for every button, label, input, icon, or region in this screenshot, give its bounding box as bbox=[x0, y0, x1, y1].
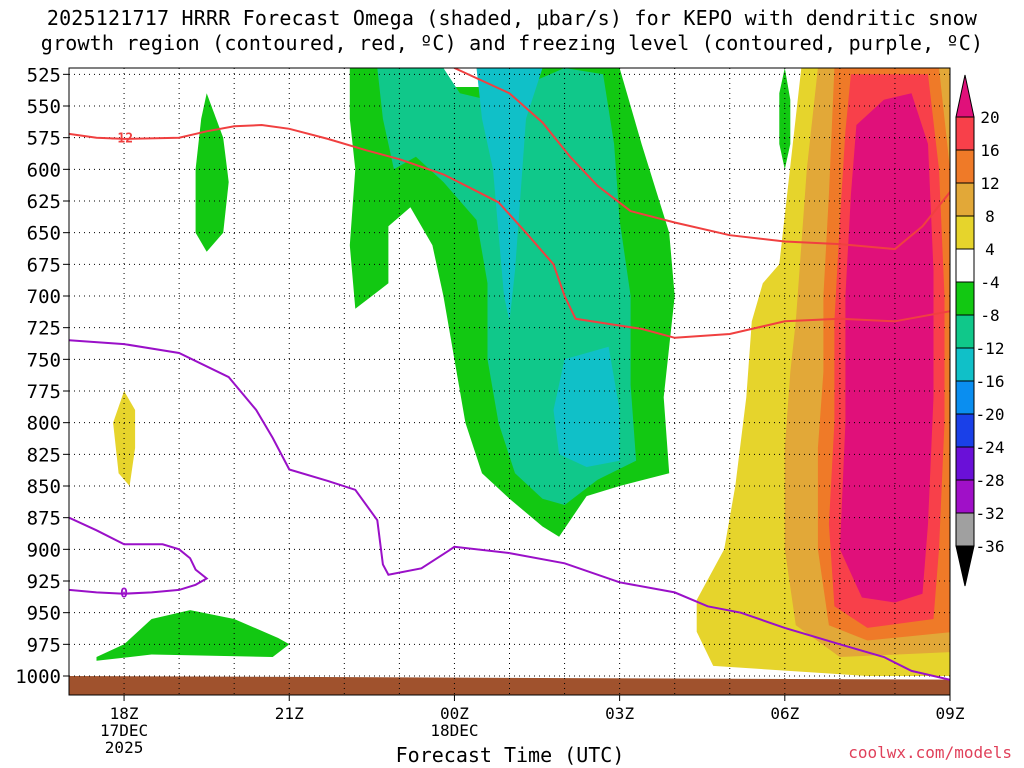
y-tick-label-900: 900 bbox=[27, 539, 61, 561]
colorbar-label-4: 4 bbox=[985, 240, 995, 259]
omega-band-minus4-lowleft bbox=[96, 610, 290, 661]
x-tick-label-09Z-0: 09Z bbox=[936, 704, 965, 723]
ground-surface bbox=[69, 676, 950, 695]
y-tick-label-625: 625 bbox=[27, 191, 61, 213]
y-tick-label-650: 650 bbox=[27, 223, 61, 245]
colorbar-band--8--4 bbox=[955, 281, 975, 316]
x-tick-label-18Z-1: 17DEC bbox=[100, 721, 148, 740]
y-tick-label-850: 850 bbox=[27, 476, 61, 498]
y-tick-label-800: 800 bbox=[27, 413, 61, 435]
omega-band-minus12 bbox=[476, 68, 543, 322]
chart-title-line-2: growth region (contoured, red, ºC) and f… bbox=[40, 31, 984, 55]
x-tick-label-00Z-0: 00Z bbox=[440, 704, 469, 723]
y-tick-label-725: 725 bbox=[27, 318, 61, 340]
colorbar-label--28: -28 bbox=[976, 471, 1005, 490]
colorbar-label-12: 12 bbox=[980, 174, 999, 193]
y-tick-label-675: 675 bbox=[27, 254, 61, 276]
x-tick-label-21Z-0: 21Z bbox=[275, 704, 304, 723]
y-tick-label-750: 750 bbox=[27, 349, 61, 371]
y-tick-label-950: 950 bbox=[27, 603, 61, 625]
colorbar-label--36: -36 bbox=[976, 537, 1005, 556]
contour-line-2 bbox=[69, 339, 950, 681]
x-tick-label-06Z-0: 06Z bbox=[770, 704, 799, 723]
y-tick-label-550: 550 bbox=[27, 96, 61, 118]
contour-line-1 bbox=[453, 68, 950, 251]
x-tick-label-00Z-1: 18DEC bbox=[430, 721, 478, 740]
contour-label-0: -12 bbox=[110, 132, 133, 147]
colorbar-label--8: -8 bbox=[980, 306, 999, 325]
omega-band-minus4-left bbox=[195, 93, 229, 252]
plot-frame bbox=[68, 67, 951, 696]
omega-band-minus12-low bbox=[553, 346, 620, 467]
colorbar-label-20: 20 bbox=[980, 108, 999, 127]
colorbar-band--24--20 bbox=[955, 413, 975, 448]
y-tick-label-875: 875 bbox=[27, 508, 61, 530]
y-tick-label-975: 975 bbox=[27, 634, 61, 656]
colorbar-label--20: -20 bbox=[976, 405, 1005, 424]
y-tick-label-700: 700 bbox=[27, 286, 61, 308]
colorbar-band--28--24 bbox=[955, 446, 975, 481]
colorbar-band--20--16 bbox=[955, 380, 975, 415]
colorbar-band-4-8 bbox=[955, 215, 975, 250]
contour-line-3 bbox=[69, 516, 209, 595]
y-tick-label-775: 775 bbox=[27, 381, 61, 403]
y-tick-label-525: 525 bbox=[27, 64, 61, 86]
x-axis-title-text: Forecast Time (UTC) bbox=[395, 743, 625, 767]
colorbar-band--12--8 bbox=[955, 314, 975, 349]
y-tick-label-925: 925 bbox=[27, 571, 61, 593]
credit-link[interactable]: coolwx.com/models bbox=[848, 743, 1012, 762]
x-tick-label-03Z-0: 03Z bbox=[605, 704, 634, 723]
y-tick-label-1000: 1000 bbox=[15, 666, 61, 688]
colorbar-band--4-4 bbox=[955, 248, 975, 283]
colorbar-label-16: 16 bbox=[980, 141, 999, 160]
omega-band-plus20 bbox=[839, 93, 934, 603]
colorbar-label--32: -32 bbox=[976, 504, 1005, 523]
colorbar-band-16-20 bbox=[955, 116, 975, 151]
colorbar-label--24: -24 bbox=[976, 438, 1005, 457]
chart-title-line-1: 2025121717 HRRR Forecast Omega (shaded, … bbox=[46, 6, 978, 30]
colorbar-label--4: -4 bbox=[980, 273, 999, 292]
x-tick-label-18Z-0: 18Z bbox=[110, 704, 139, 723]
y-tick-label-825: 825 bbox=[27, 444, 61, 466]
y-tick-label-600: 600 bbox=[27, 159, 61, 181]
y-tick-label-575: 575 bbox=[27, 128, 61, 150]
colorbar-band--16--12 bbox=[955, 347, 975, 382]
colorbar-bottom-triangle bbox=[955, 545, 975, 587]
colorbar-band-8-12 bbox=[955, 182, 975, 217]
colorbar-label--16: -16 bbox=[976, 372, 1005, 391]
plot-area: -120 bbox=[69, 68, 950, 695]
colorbar-label-8: 8 bbox=[985, 207, 995, 226]
colorbar-band--36--32 bbox=[955, 512, 975, 547]
contour-line-0 bbox=[69, 123, 950, 339]
colorbar-band--32--28 bbox=[955, 479, 975, 514]
colorbar-top-triangle bbox=[955, 74, 975, 118]
x-axis-title: Forecast Time (UTC) bbox=[0, 743, 1024, 767]
x-tick-label-18Z-2: 2025 bbox=[105, 738, 144, 757]
colorbar-label--12: -12 bbox=[976, 339, 1005, 358]
chart-title: 2025121717 HRRR Forecast Omega (shaded, … bbox=[0, 6, 1024, 56]
colorbar-band-12-16 bbox=[955, 149, 975, 184]
